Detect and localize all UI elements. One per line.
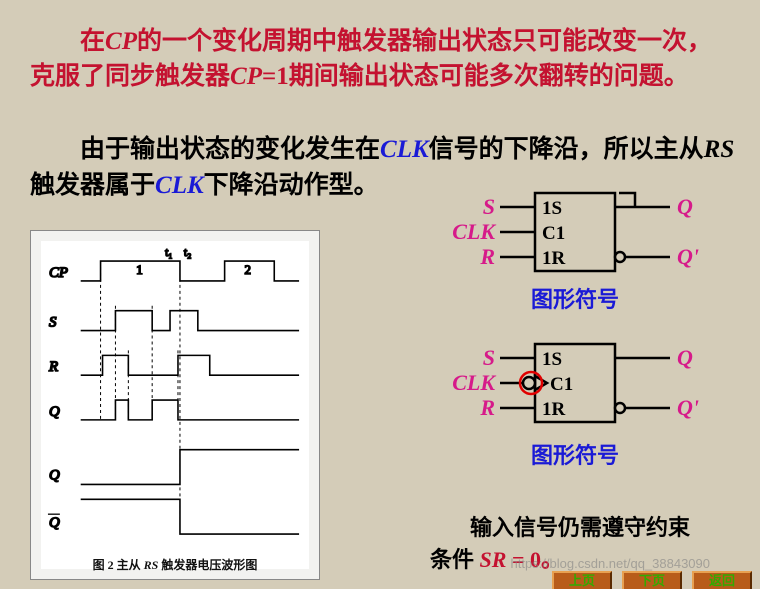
paragraph-highlight: 在CP的一个变化周期中触发器输出状态只可能改变一次，克服了同步触发器CP=1期间… <box>30 24 730 94</box>
symbol-figure-2: S CLK R Q Q' 1S C1 1R 图形符号 <box>425 338 745 488</box>
waveform-figure: CP t₁ t₂ 1 2 S R Q Q Q <box>30 230 320 580</box>
label-r: R <box>479 395 495 420</box>
text: 由于输出状态的变化发生在 <box>80 136 380 163</box>
constraint-line1: 输入信号仍需遵守约束 <box>470 510 690 542</box>
label-qbar: Q <box>49 515 60 531</box>
label-c1: C1 <box>542 223 565 244</box>
text: =1期间输出状态可能多次翻转的问题。 <box>262 63 689 90</box>
back-button[interactable]: 返回 <box>692 571 752 589</box>
text: 信号的下降沿，所以主从 <box>429 136 704 163</box>
label-t2: t₂ <box>184 245 191 259</box>
text-cp: CP <box>230 63 262 90</box>
label-1r: 1R <box>542 248 566 269</box>
waveform-svg: CP t₁ t₂ 1 2 S R Q Q Q <box>41 241 309 569</box>
label-r: R <box>48 359 58 375</box>
text-clk: CLK <box>155 172 204 199</box>
label-n2: 2 <box>244 263 250 277</box>
text: 在 <box>80 28 105 55</box>
label-n1: 1 <box>136 263 142 277</box>
text: RS <box>144 558 159 572</box>
text: 图 2 主从 <box>93 558 144 572</box>
label-qbar: Q' <box>677 244 699 269</box>
label-c1: C1 <box>550 374 573 395</box>
label-qm: Q <box>49 404 60 420</box>
label-1s: 1S <box>542 349 562 370</box>
text: 触发器属于 <box>30 172 155 199</box>
label-q: Q <box>677 194 693 219</box>
symbol-figure-1: S CLK R Q Q' 1S C1 1R 图形符号 <box>425 187 745 332</box>
text-cp: CP <box>105 28 137 55</box>
watermark: https://blog.csdn.net/qq_38843090 <box>511 556 711 571</box>
label-q: Q <box>677 345 693 370</box>
label-clk: CLK <box>452 219 496 244</box>
label-t1: t₁ <box>165 245 172 259</box>
waveform-inner: CP t₁ t₂ 1 2 S R Q Q Q <box>41 241 309 569</box>
symbol2-svg: S CLK R Q Q' 1S C1 1R 图形符号 <box>425 338 745 488</box>
text-clk: CLK <box>380 136 429 163</box>
next-button[interactable]: 下页 <box>622 571 682 589</box>
text-rs: RS <box>704 136 735 163</box>
symbol2-caption: 图形符号 <box>531 443 619 468</box>
text: 触发器电压波形图 <box>158 558 257 572</box>
symbol1-caption: 图形符号 <box>531 287 619 312</box>
label-s: S <box>49 315 57 331</box>
waveform-caption: 图 2 主从 RS 触发器电压波形图 <box>31 556 319 573</box>
text: 条件 <box>430 547 480 572</box>
label-s: S <box>483 345 495 370</box>
label-cp: CP <box>49 265 68 281</box>
label-1r: 1R <box>542 399 566 420</box>
label-r: R <box>479 244 495 269</box>
text: 下降沿动作型。 <box>204 172 379 199</box>
label-1s: 1S <box>542 198 562 219</box>
label-clk: CLK <box>452 370 496 395</box>
label-qbar: Q' <box>677 395 699 420</box>
label-s: S <box>483 194 495 219</box>
label-q: Q <box>49 467 60 483</box>
text-sr: SR <box>480 547 507 572</box>
prev-button[interactable]: 上页 <box>552 571 612 589</box>
symbol1-svg: S CLK R Q Q' 1S C1 1R 图形符号 <box>425 187 745 332</box>
